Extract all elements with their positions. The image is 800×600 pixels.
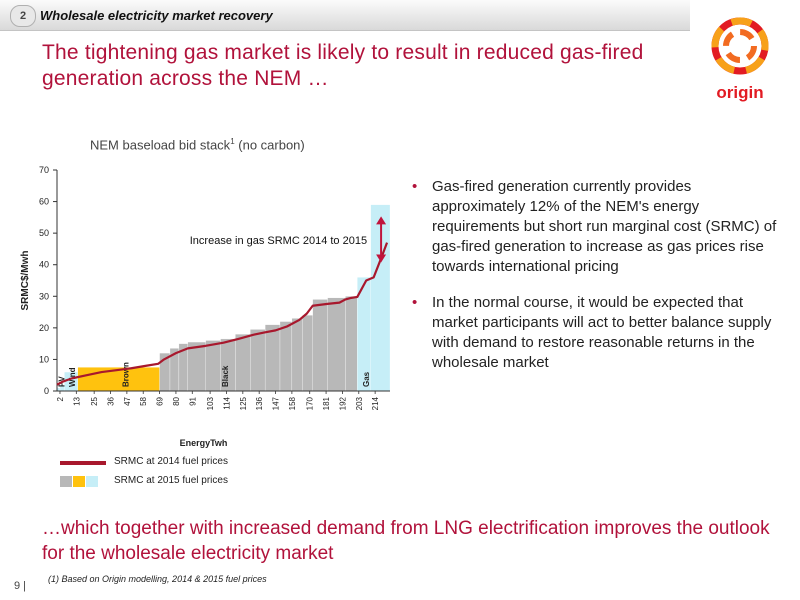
chart-title: NEM baseload bid stack1 (no carbon) [90, 137, 305, 152]
increase-annotation-label: Increase in gas SRMC 2014 to 2015 [190, 235, 367, 247]
x-tick-label: 103 [206, 396, 215, 410]
x-tick-label: 80 [172, 396, 181, 405]
bar-other [250, 329, 266, 392]
x-tick-label: 36 [107, 396, 116, 405]
bullet-item: • Gas-fired generation currently provide… [412, 177, 782, 277]
logo-wordmark: origin [716, 83, 763, 102]
bullet-item: • In the normal course, it would be expe… [412, 293, 782, 373]
y-tick-label: 50 [39, 228, 49, 238]
bullet-text: In the normal course, it would be expect… [432, 294, 772, 371]
x-tick-label: 214 [371, 396, 380, 410]
srmc-2014-line [56, 242, 389, 386]
y-tick-label: 30 [39, 291, 49, 301]
section-title: Wholesale electricity market recovery [40, 8, 273, 23]
bar-other [302, 315, 313, 392]
x-tick-label: 192 [338, 396, 347, 410]
bar-other [187, 341, 206, 392]
bullet-text: Gas-fired generation currently provides … [432, 178, 777, 275]
footnote: (1) Based on Origin modelling, 2014 & 20… [48, 574, 267, 584]
bullet-icon: • [412, 178, 418, 195]
page-number: 9 | [14, 580, 27, 592]
origin-ring-icon: origin [711, 17, 769, 102]
chart-title-footnote-mark: 1 [230, 137, 235, 146]
bullet-list: • Gas-fired generation currently provide… [412, 177, 782, 389]
bullet-icon: • [412, 294, 418, 311]
chart-title-suffix: (no carbon) [238, 137, 305, 153]
x-axis-label: EnergyTwh [180, 438, 228, 448]
y-tick-label: 70 [39, 165, 49, 175]
x-tick-label: 147 [272, 396, 281, 410]
section-number-badge: 2 [10, 5, 36, 27]
legend-swatch-other [60, 476, 72, 487]
y-tick-label: 60 [39, 197, 49, 207]
bar-other [312, 299, 328, 392]
x-tick-label: 47 [123, 396, 132, 405]
x-tick-label: 69 [156, 396, 165, 405]
x-tick-label: 114 [222, 396, 231, 409]
fuel-label: Gas [362, 371, 371, 387]
x-tick-label: 2 [56, 396, 65, 401]
bar-other [264, 324, 281, 392]
x-tick-label: 125 [239, 396, 248, 410]
legend-line-label: SRMC at 2014 fuel prices [114, 456, 228, 467]
y-tick-label: 0 [44, 386, 49, 396]
x-tick-label: 136 [255, 396, 264, 410]
bar-other [205, 340, 221, 392]
legend-swatch-brown [73, 476, 85, 487]
y-tick-label: 10 [39, 354, 49, 364]
bar-other [345, 296, 358, 392]
x-tick-label: 13 [72, 396, 81, 405]
legend-bars-label: SRMC at 2015 fuel prices [114, 475, 228, 486]
x-tick-label: 170 [306, 396, 315, 410]
x-tick-label: 203 [355, 396, 364, 410]
bar-other [235, 334, 251, 392]
x-tick-label: 58 [139, 396, 148, 405]
x-tick-label: 25 [90, 396, 99, 405]
bar-other [327, 297, 346, 392]
bid-stack-chart: 0 10 20 30 40 50 60 70 2 13 25 36 47 58 69 80 91 103 114 12… [20, 165, 391, 448]
y-tick-label: 40 [39, 260, 49, 270]
slide-title: The tightening gas market is likely to r… [42, 41, 644, 90]
x-tick-label: 158 [288, 396, 297, 410]
legend-swatch-gas [86, 476, 98, 487]
fuel-label: Black [221, 365, 230, 387]
x-tick-label: 181 [322, 396, 331, 410]
y-axis-label: SRMC$/Mwh [20, 251, 31, 311]
x-tick-label: 91 [188, 396, 197, 405]
chart-title-main: NEM baseload bid stack [90, 137, 231, 153]
y-tick-label: 20 [39, 323, 49, 333]
increase-arrow-head-up [376, 216, 387, 225]
conclusion-title: …which together with increased demand fr… [42, 518, 770, 564]
origin-logo: origin [700, 8, 780, 108]
legend-line-swatch [60, 461, 106, 465]
increase-arrow-head-down [376, 254, 387, 263]
bar-other [279, 321, 293, 392]
fuel-label: Brown [121, 362, 130, 387]
bar-other [291, 318, 303, 392]
header-bar: 2 Wholesale electricity market recovery [0, 0, 690, 31]
